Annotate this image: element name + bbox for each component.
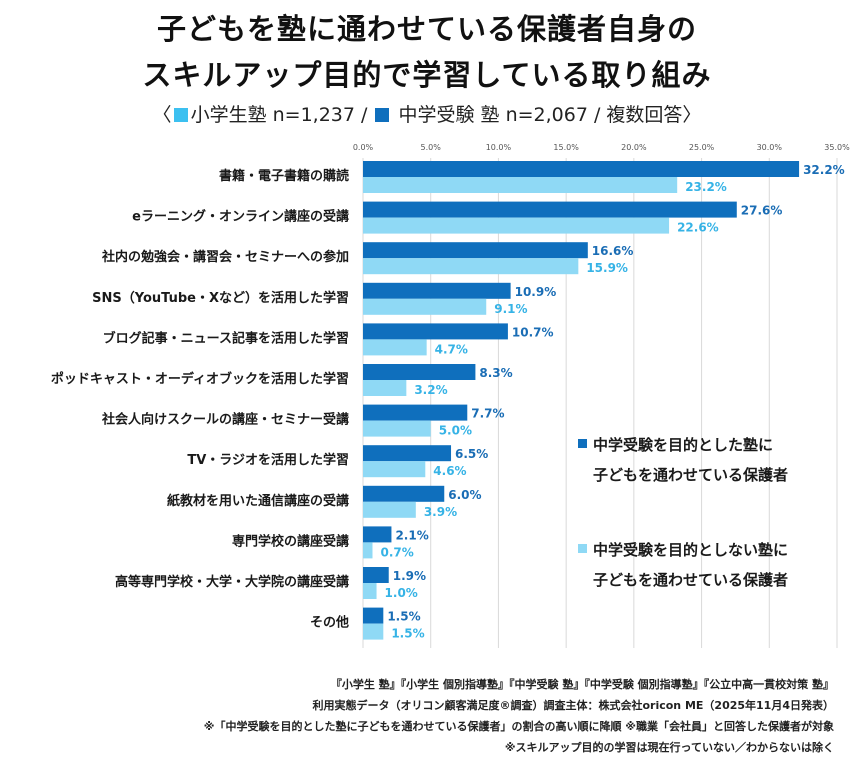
bar-series-a — [363, 445, 452, 462]
bar-series-b — [363, 339, 427, 356]
bar-series-a — [363, 607, 384, 624]
legend-dark-swatch-icon — [578, 439, 587, 448]
bar-series-b — [363, 542, 373, 559]
subtitle-part2: 中学受験 塾 n=2,067 / 複数回答 — [392, 104, 683, 126]
subtitle-close-bracket: 〉 — [682, 104, 702, 126]
data-label-series-b: 23.2% — [685, 180, 727, 194]
bar-series-b — [363, 501, 416, 518]
x-tick-label: 30.0% — [757, 143, 783, 152]
data-label-series-b: 0.7% — [380, 545, 413, 559]
legend-b-line2: 子どもを通わせている保護者 — [593, 571, 789, 589]
light-square-icon — [173, 108, 188, 122]
category-label: 書籍・電子書籍の購読 — [219, 168, 349, 184]
category-label: 高等専門学校・大学・大学院の講座受講 — [115, 574, 349, 590]
subtitle-open-bracket: 〈 — [152, 104, 172, 126]
bar-series-a — [363, 323, 508, 340]
chart-subtitle: 〈小学生塾 n=1,237 / 中学受験 塾 n=2,067 / 複数回答〉 — [0, 100, 854, 127]
category-label: ポッドキャスト・オーディオブックを活用した学習 — [51, 371, 349, 387]
category-label: 紙教材を用いた通信講座の受講 — [167, 493, 349, 509]
data-label-series-a: 6.5% — [455, 447, 488, 461]
category-label: 専門学校の講座受講 — [232, 533, 349, 549]
data-label-series-b: 15.9% — [586, 261, 628, 275]
bar-series-b — [363, 461, 426, 478]
data-label-series-b: 5.0% — [439, 424, 472, 438]
bar-series-a — [363, 364, 476, 380]
category-label: その他 — [310, 615, 349, 631]
data-label-series-a: 1.5% — [387, 610, 420, 624]
data-label-series-a: 32.2% — [803, 163, 845, 177]
bar-series-b — [363, 298, 487, 315]
x-tick-label: 15.0% — [553, 143, 579, 152]
bar-series-a — [363, 161, 800, 177]
data-label-series-a: 10.9% — [515, 285, 557, 299]
bar-series-b — [363, 258, 579, 275]
data-label-series-b: 1.0% — [385, 586, 418, 600]
x-tick-label: 20.0% — [621, 143, 647, 152]
footnote-4: ※スキルアップ目的の学習は現在行っていない／わからないは除く — [504, 741, 834, 754]
x-tick-label: 10.0% — [486, 143, 512, 152]
bar-series-a — [363, 485, 445, 502]
data-label-series-b: 9.1% — [494, 302, 527, 316]
bar-series-a — [363, 201, 737, 218]
bar-series-b — [363, 420, 431, 437]
data-label-series-b: 4.7% — [435, 342, 468, 356]
category-label: TV・ラジオを活用した学習 — [187, 452, 349, 468]
data-label-series-a: 10.7% — [512, 325, 554, 339]
legend-a-line1: 中学受験を目的とした塾に — [593, 436, 774, 454]
category-label: 社会人向けスクールの講座・セミナー受講 — [101, 412, 349, 428]
bar-series-b — [363, 623, 384, 640]
bar-series-b — [363, 217, 670, 234]
category-label: ブログ記事・ニュース記事を活用した学習 — [103, 330, 349, 346]
footnote-3: ※「中学受験を目的とした塾に子どもを通わせている保護者」の割合の高い順に降順 ※… — [203, 720, 834, 733]
bar-series-a — [363, 404, 468, 421]
footnote-2: 利用実態データ（オリコン顧客満足度®調査）調査主体：株式会社oricon ME（… — [312, 699, 834, 712]
data-label-series-a: 1.9% — [393, 569, 426, 583]
subtitle-part1: 小学生塾 n=1,237 / — [190, 104, 374, 126]
legend-light-swatch-icon — [578, 544, 587, 553]
category-label: eラーニング・オンライン講座の受講 — [132, 209, 349, 225]
category-label: 社内の勉強会・講習会・セミナーへの参加 — [101, 249, 349, 265]
bar-series-a — [363, 242, 588, 259]
legend-series-a: 中学受験を目的とした塾に 子どもを通わせている保護者 — [578, 430, 788, 490]
legend-series-b: 中学受験を目的としない塾に 子どもを通わせている保護者 — [578, 535, 788, 595]
x-tick-label: 0.0% — [353, 143, 374, 152]
bar-series-a — [363, 526, 392, 543]
bar-series-b — [363, 177, 678, 193]
data-label-series-a: 7.7% — [471, 407, 504, 421]
data-label-series-b: 4.6% — [433, 464, 466, 478]
footnote-1: 『小学生 塾』『小学生 個別指導塾』『中学受験 塾』『中学受験 個別指導塾』『公… — [330, 678, 834, 691]
x-tick-label: 25.0% — [689, 143, 715, 152]
bar-series-b — [363, 380, 407, 396]
legend-a-line2: 子どもを通わせている保護者 — [593, 466, 789, 484]
data-label-series-b: 1.5% — [391, 627, 424, 641]
bar-series-a — [363, 567, 389, 583]
legend-b-line1: 中学受験を目的としない塾に — [593, 541, 789, 559]
data-label-series-b: 3.9% — [424, 505, 457, 519]
data-label-series-a: 6.0% — [448, 488, 481, 502]
data-label-series-a: 27.6% — [741, 204, 783, 218]
data-label-series-a: 16.6% — [592, 244, 634, 258]
data-label-series-b: 22.6% — [677, 221, 719, 235]
bar-series-a — [363, 282, 511, 299]
x-tick-label: 35.0% — [824, 143, 850, 152]
data-label-series-b: 3.2% — [414, 383, 447, 397]
dark-square-icon — [375, 108, 390, 122]
chart-title-line1: 子どもを塾に通わせている保護者自身の — [156, 12, 697, 46]
category-label: SNS（YouTube・Xなど）を活用した学習 — [92, 290, 349, 306]
data-label-series-a: 8.3% — [479, 366, 512, 380]
x-tick-label: 5.0% — [421, 143, 442, 152]
chart-title-line2: スキルアップ目的で学習している取り組み — [142, 58, 712, 92]
bar-series-b — [363, 583, 377, 599]
data-label-series-a: 2.1% — [395, 528, 428, 542]
